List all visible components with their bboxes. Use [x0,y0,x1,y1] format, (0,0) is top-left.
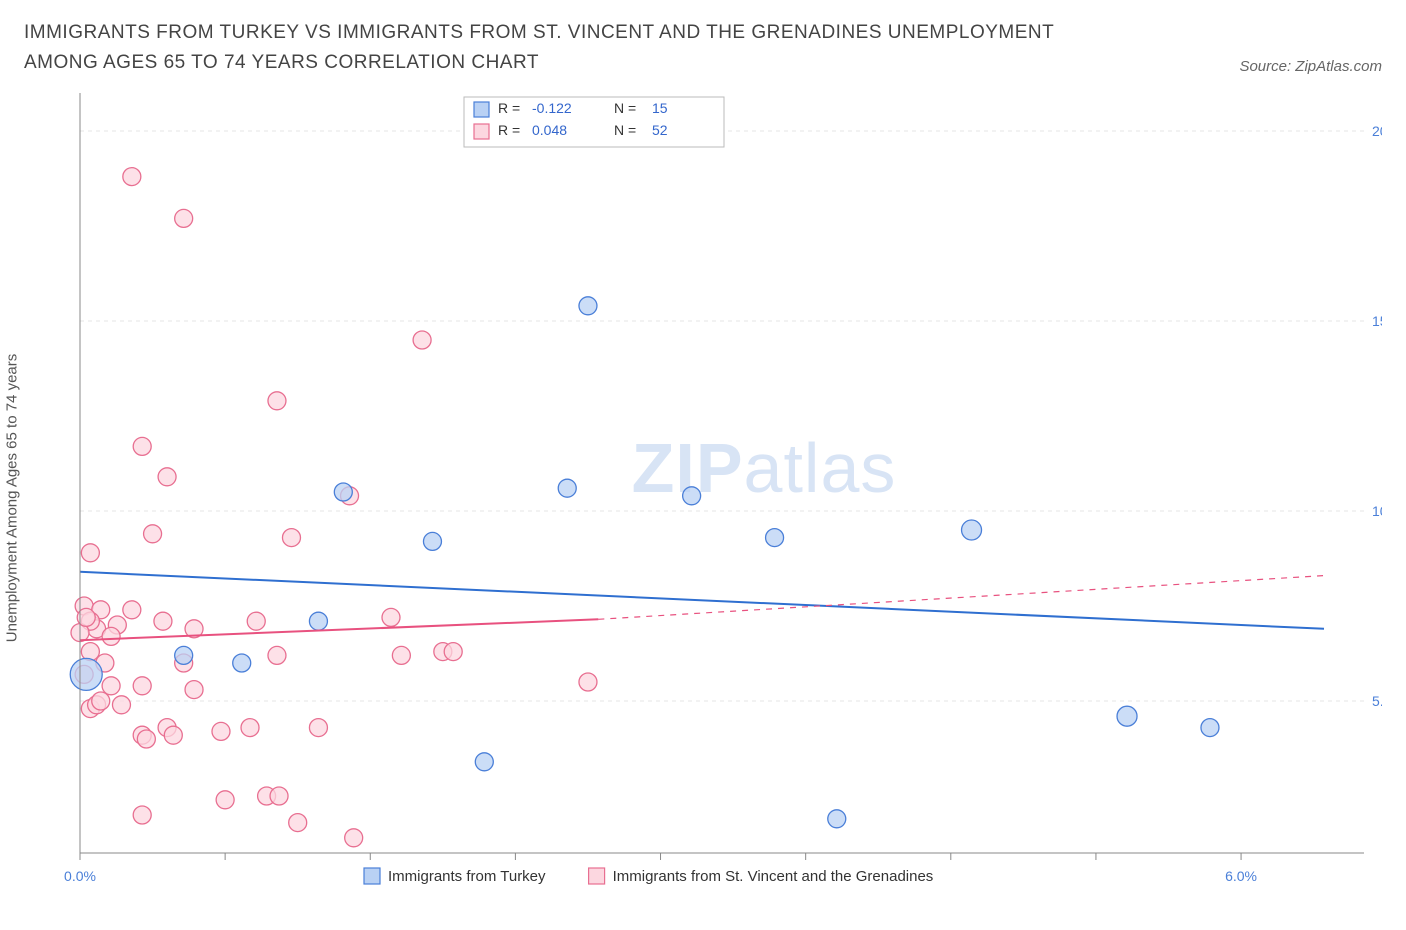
scatter-point [1117,706,1137,726]
scatter-point [123,601,141,619]
scatter-point [137,730,155,748]
scatter-point [133,437,151,455]
scatter-point [175,209,193,227]
scatter-point [268,392,286,410]
legend-n-value: 15 [652,100,668,116]
scatter-point [270,787,288,805]
scatter-point [579,673,597,691]
scatter-point [112,696,130,714]
source-attribution: Source: ZipAtlas.com [1239,58,1382,79]
scatter-point [233,654,251,672]
scatter-point [475,753,493,771]
chart-title: IMMIGRANTS FROM TURKEY VS IMMIGRANTS FRO… [24,18,1124,79]
y-tick-label: 15.0% [1372,313,1382,329]
bottom-legend-label: Immigrants from Turkey [388,868,546,885]
scatter-point [309,718,327,736]
scatter-point [268,646,286,664]
scatter-point [133,806,151,824]
scatter-point [241,718,259,736]
legend-n-label: N = [614,122,636,138]
scatter-point [247,612,265,630]
watermark: ZIPatlas [632,429,897,507]
scatter-point [1201,718,1219,736]
scatter-point [289,813,307,831]
scatter-point [345,829,363,847]
scatter-point [382,608,400,626]
trend-line-blue [80,572,1324,629]
scatter-point [423,532,441,550]
scatter-point [558,479,576,497]
scatter-point [164,726,182,744]
legend-swatch [474,102,489,117]
legend-swatch [474,124,489,139]
scatter-point [828,810,846,828]
legend-r-value: -0.122 [532,100,572,116]
scatter-point [962,520,982,540]
bottom-legend-swatch [589,868,605,884]
scatter-point [123,167,141,185]
scatter-point [282,528,300,546]
x-tick-label: 0.0% [64,868,96,884]
legend-r-value: 0.048 [532,122,567,138]
scatter-point [92,692,110,710]
scatter-point [683,487,701,505]
scatter-point [102,677,120,695]
scatter-point [154,612,172,630]
scatter-point [185,680,203,698]
scatter-point [70,658,102,690]
scatter-point [579,297,597,315]
y-tick-label: 5.0% [1372,693,1382,709]
y-tick-label: 10.0% [1372,503,1382,519]
scatter-point [309,612,327,630]
scatter-point [102,627,120,645]
chart-header: IMMIGRANTS FROM TURKEY VS IMMIGRANTS FRO… [24,18,1382,79]
scatter-point [212,722,230,740]
scatter-point [216,791,234,809]
y-tick-label: 20.0% [1372,123,1382,139]
scatter-point [413,331,431,349]
scatter-point [392,646,410,664]
bottom-legend-swatch [364,868,380,884]
scatter-point [158,468,176,486]
scatter-point [444,642,462,660]
scatter-point [144,525,162,543]
y-axis-label: Unemployment Among Ages 65 to 74 years [4,354,21,643]
scatter-point [766,528,784,546]
legend-n-label: N = [614,100,636,116]
scatter-point [175,646,193,664]
scatter-point [133,677,151,695]
scatter-chart: 5.0% 10.0% 15.0% 20.0% ZIPatlas 0.0% 6.0% R = -0… [24,93,1382,903]
legend-r-label: R = [498,122,520,138]
bottom-legend-label: Immigrants from St. Vincent and the Gren… [613,868,934,885]
x-tick-label: 6.0% [1225,868,1257,884]
chart-container: Unemployment Among Ages 65 to 74 years 5… [24,93,1382,903]
legend-r-label: R = [498,100,520,116]
scatter-point [334,483,352,501]
scatter-point [81,544,99,562]
legend-n-value: 52 [652,122,668,138]
